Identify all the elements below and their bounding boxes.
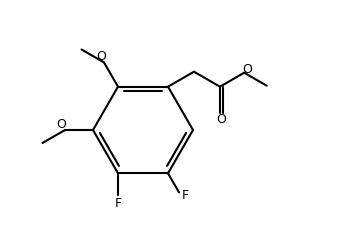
Text: O: O <box>56 118 66 130</box>
Text: O: O <box>96 50 106 63</box>
Text: O: O <box>217 113 226 126</box>
Text: O: O <box>242 63 252 76</box>
Text: F: F <box>181 189 189 202</box>
Text: F: F <box>114 197 121 210</box>
